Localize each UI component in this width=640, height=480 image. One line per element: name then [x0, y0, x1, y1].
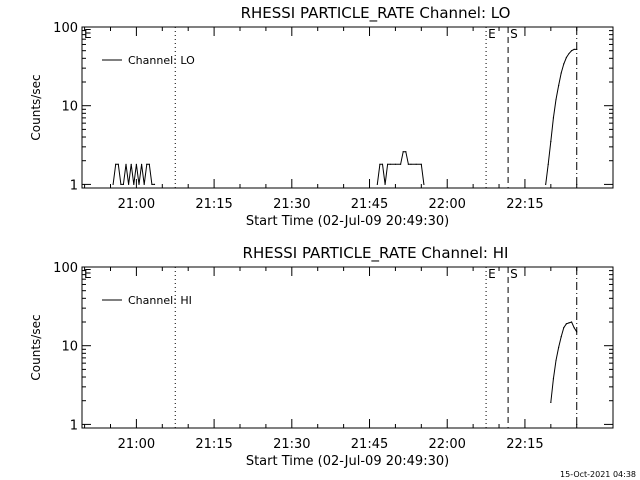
chart-2-data-point [573, 326, 575, 329]
chart-2-title: RHESSI PARTICLE_RATE Channel: HI [243, 244, 509, 263]
chart-1-data-point [387, 163, 389, 165]
chart-1-data-point [560, 72, 562, 74]
chart-1-data-point [547, 163, 549, 165]
chart-1-data-point [423, 183, 425, 185]
chart-1-x-tick-label: 21:00 [118, 197, 155, 212]
chart-1-data-point [128, 183, 130, 185]
chart-2-y-tick-label: 10 [61, 340, 78, 355]
chart-1-data-point [573, 48, 575, 50]
chart-1-x-axis-label: Start Time (02-Jul-09 20:49:30) [246, 214, 449, 229]
chart-1-data-point [400, 163, 402, 165]
chart-1-data-point [407, 163, 409, 165]
chart-2-data-point [552, 378, 555, 380]
chart-2-data-point [570, 321, 573, 323]
chart-1-data-point [112, 183, 114, 185]
chart-1-data-point [115, 163, 117, 165]
chart-1-data-point [552, 117, 555, 119]
chart-1-series-line [545, 48, 577, 185]
chart-1-data-point [410, 163, 412, 165]
chart-1-data-point [402, 151, 404, 153]
chart-2-data-point [550, 401, 552, 404]
chart-1-y-tick-label: 1 [70, 178, 78, 193]
chart-1-data-point [379, 163, 381, 165]
chart-1-data-point [133, 183, 135, 185]
chart-2-series-line [550, 321, 578, 403]
chart-1-data-point [381, 163, 384, 165]
chart-1-data-point [140, 163, 143, 165]
chart-2-data-point [558, 346, 560, 349]
chart-1-series-line [112, 163, 155, 185]
chart-2-x-axis-label: Start Time (02-Jul-09 20:49:30) [246, 454, 449, 469]
chart-1-data-point [415, 163, 417, 165]
chart-1-title: RHESSI PARTICLE_RATE Channel: LO [241, 4, 511, 23]
chart-1-data-point [394, 163, 397, 165]
chart-1-legend-label: Channel: LO [128, 54, 195, 67]
chart-2-x-tick-label: 21:30 [273, 437, 310, 452]
chart-1-y-axis-label: Counts/sec [29, 74, 43, 140]
chart-1-data-point [117, 163, 119, 165]
chart-2-legend-label: Channel: HI [128, 294, 192, 307]
chart-1-data-point [555, 98, 557, 101]
chart-1-data-point [376, 183, 378, 185]
chart-1-data-point [135, 163, 137, 165]
chart-1-x-tick-label: 21:45 [351, 197, 388, 212]
chart-1-data-point [565, 56, 567, 59]
chart-1-data-point [143, 183, 145, 185]
chart-2-marker-label: E [84, 267, 92, 281]
chart-1-x-tick-label: 22:00 [428, 197, 465, 212]
chart-1-data-point [568, 52, 570, 55]
chart-2-y-tick-label: 1 [70, 418, 78, 433]
chart-1-x-tick-label: 21:15 [195, 197, 232, 212]
chart-1-marker-label: S [510, 27, 518, 41]
chart-1-marker-label: E [84, 27, 92, 41]
chart-1-data-point [120, 183, 122, 185]
chart-1-plot-frame [81, 26, 614, 189]
chart-1-data-point [130, 163, 132, 165]
chart-1-y-tick-label: 100 [53, 21, 78, 36]
chart-2-x-tick-label: 22:15 [506, 437, 543, 452]
chart-2-x-tick-label: 21:15 [195, 437, 232, 452]
chart-1-x-tick-label: 22:15 [506, 197, 543, 212]
chart-1-data-point [122, 183, 125, 185]
chart-2-data-point [568, 322, 570, 324]
chart-1-data-point [125, 163, 127, 165]
chart-2-marker-label: S [510, 267, 518, 281]
timestamp-footer: 15-Oct-2021 04:38 [560, 470, 636, 479]
chart-1-data-point [384, 183, 386, 185]
chart-2-data-point [576, 331, 578, 333]
chart-1-data-point [420, 163, 422, 165]
chart-2-data-point [560, 336, 562, 338]
chart-2-x-tick-label: 21:45 [351, 437, 388, 452]
chart-1-data-point [389, 163, 391, 165]
chart-1-data-point [148, 163, 150, 165]
chart-2-y-axis-label: Counts/sec [29, 314, 43, 380]
chart-2-data-point [565, 323, 567, 325]
chart-2-data-point [563, 326, 565, 329]
chart-1-data-point [138, 183, 140, 185]
chart-1-series-line [376, 151, 425, 185]
chart-1-data-point [570, 50, 573, 52]
chart-2-data-point [555, 359, 557, 362]
chart-1-data-point [563, 63, 565, 65]
chart-1-data-point [558, 85, 560, 87]
chart-1-data-point [405, 151, 407, 153]
chart-1-data-point [153, 183, 156, 185]
chart-2-plot-frame [81, 266, 614, 429]
chart-1-data-point [550, 140, 552, 143]
chart-1-data-point [146, 163, 148, 165]
chart-1-data-point [545, 183, 547, 185]
chart-1-y-tick-label: 10 [61, 100, 78, 115]
chart-2-marker-label: E [488, 267, 496, 281]
chart-2-x-tick-label: 21:00 [118, 437, 155, 452]
chart-1-marker-label: E [488, 27, 496, 41]
chart-2-x-tick-label: 22:00 [428, 437, 465, 452]
chart-1-data-point [151, 183, 153, 185]
chart-1-x-tick-label: 21:30 [273, 197, 310, 212]
chart-2-y-tick-label: 100 [53, 261, 78, 276]
chart-1-data-point [576, 48, 578, 50]
